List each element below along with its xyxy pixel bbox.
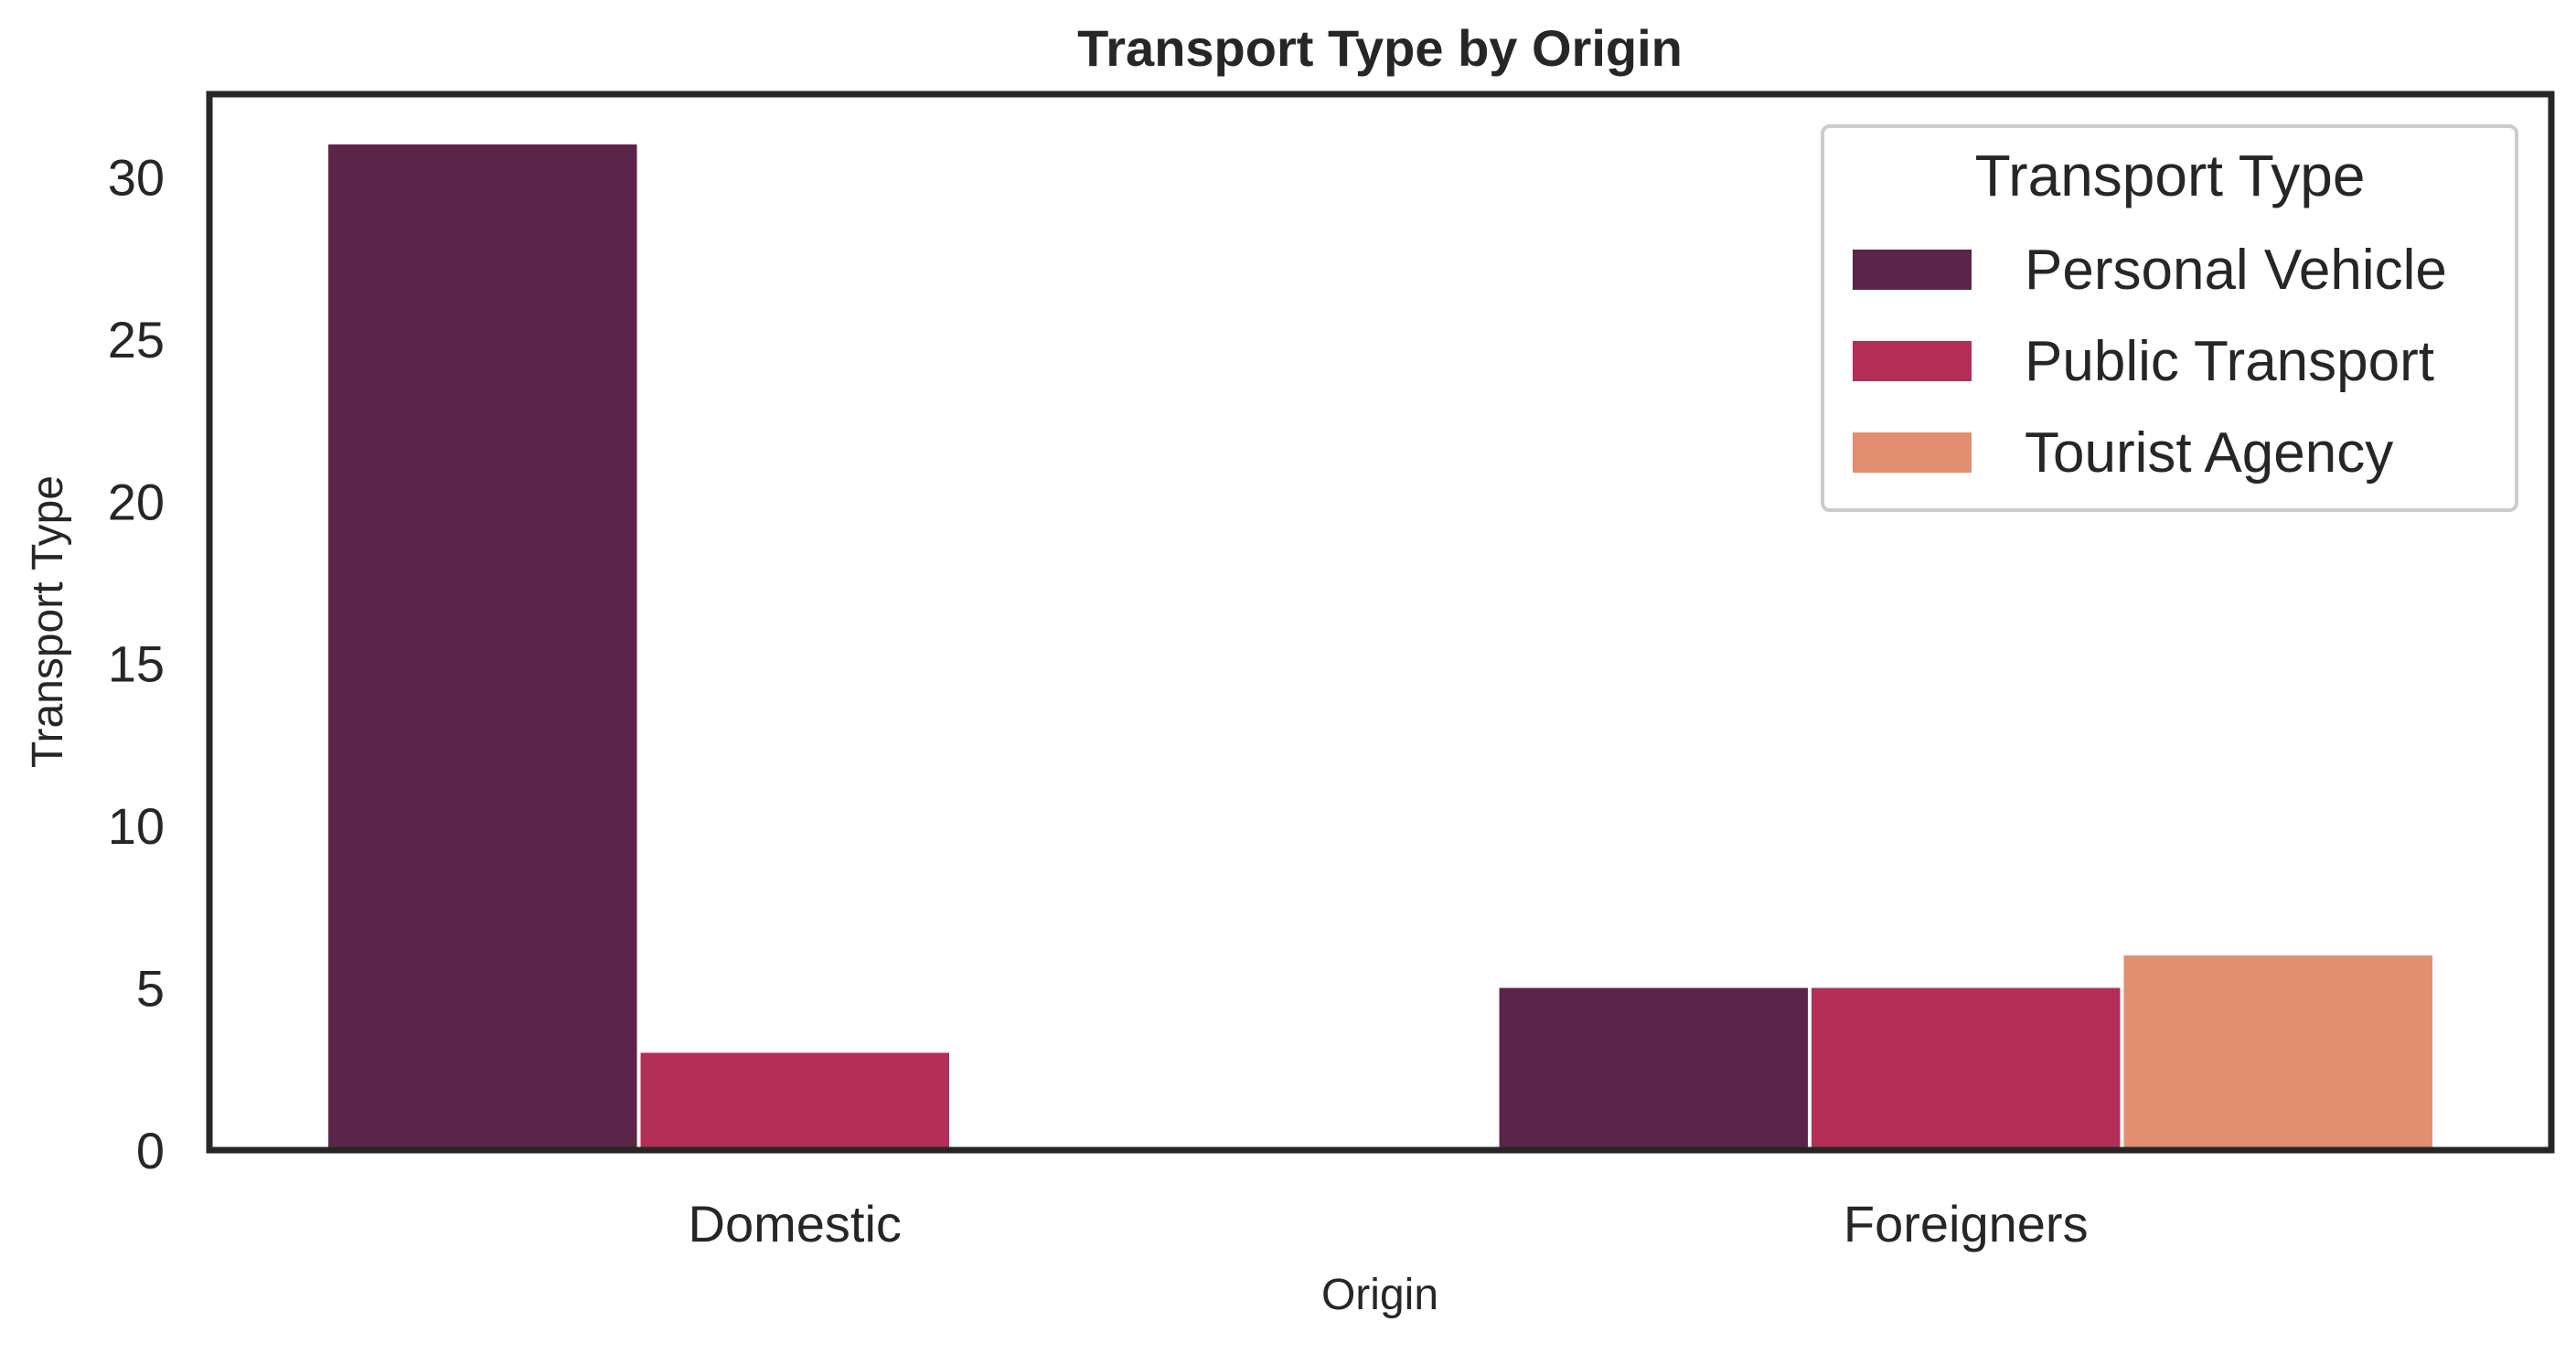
legend-box xyxy=(1821,124,2518,512)
legend-title: Transport Type xyxy=(1975,143,2366,208)
y-tick-label: 20 xyxy=(108,473,165,530)
y-tick-label: 0 xyxy=(136,1122,165,1179)
bar-foreigners-tourist-agency xyxy=(2123,955,2432,1150)
bar-domestic-public-transport xyxy=(640,1052,949,1150)
legend-swatch-personal-vehicle xyxy=(1853,250,1972,290)
y-axis-label: Transport Type xyxy=(24,475,72,768)
y-ticks: 0 5 10 15 20 25 30 xyxy=(108,148,165,1179)
chart-title: Transport Type by Origin xyxy=(1077,19,1683,77)
y-tick-label: 15 xyxy=(108,635,165,693)
bars-layer xyxy=(328,144,2432,1150)
legend-label-public-transport: Public Transport xyxy=(2025,330,2434,393)
legend-swatch-public-transport xyxy=(1853,341,1972,381)
legend: Transport Type Personal Vehicle Public T… xyxy=(1821,124,2518,512)
x-axis-label: Origin xyxy=(1321,1271,1438,1319)
bar-foreigners-public-transport xyxy=(1812,987,2121,1150)
x-ticks: Domestic Foreigners xyxy=(689,1195,2089,1253)
bar-domestic-personal-vehicle xyxy=(328,144,637,1150)
x-tick-label: Domestic xyxy=(689,1195,902,1253)
x-tick-label: Foreigners xyxy=(1844,1195,2089,1253)
bar-foreigners-personal-vehicle xyxy=(1499,987,1809,1150)
plot-frame xyxy=(206,91,2555,1154)
y-tick-label: 10 xyxy=(108,797,165,855)
legend-label-personal-vehicle: Personal Vehicle xyxy=(2025,239,2447,302)
y-tick-label: 25 xyxy=(108,311,165,368)
legend-swatch-tourist-agency xyxy=(1853,432,1972,473)
y-tick-label: 30 xyxy=(108,148,165,206)
legend-label-tourist-agency: Tourist Agency xyxy=(2025,421,2393,485)
y-tick-label: 5 xyxy=(136,960,165,1018)
